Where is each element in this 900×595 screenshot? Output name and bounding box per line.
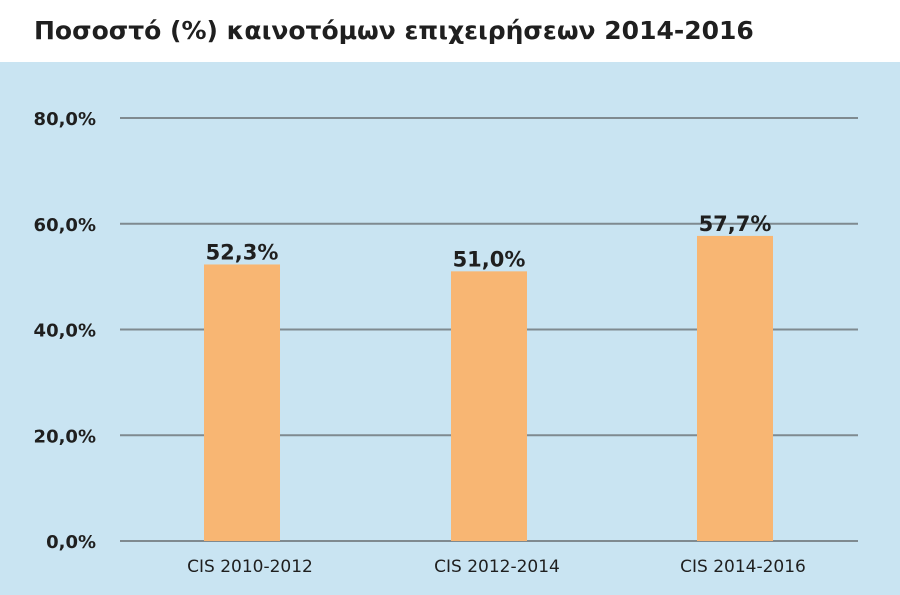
bar-3: [697, 235, 773, 541]
y-tick-label: 80,0%: [34, 109, 96, 130]
data-label: 51,0%: [453, 247, 526, 271]
y-tick-label: 40,0%: [34, 321, 96, 342]
chart-title: Ποσοστό (%) καινοτόμων επιχειρήσεων 2014…: [34, 16, 754, 45]
bar-2: [451, 271, 527, 541]
y-tick-label: 20,0%: [34, 426, 96, 447]
x-tick-label: CIS 2012-2014: [434, 557, 560, 577]
data-label: 57,7%: [699, 212, 772, 236]
y-tick-label: 60,0%: [34, 215, 96, 236]
bar-1: [204, 264, 280, 541]
y-tick-label: 0,0%: [46, 532, 96, 553]
x-tick-label: CIS 2014-2016: [680, 557, 806, 577]
data-label: 52,3%: [206, 240, 279, 264]
x-tick-label: CIS 2010-2012: [187, 557, 313, 577]
